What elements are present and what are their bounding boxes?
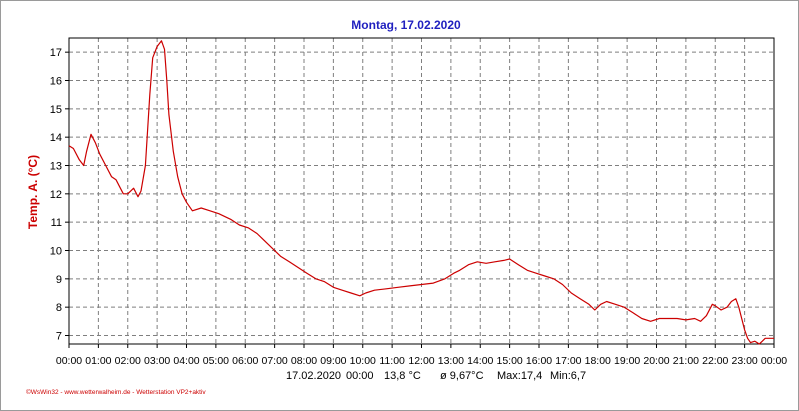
x-tick-label: 06:00 — [232, 355, 258, 367]
y-tick-label: 7 — [56, 331, 62, 343]
x-tick-labels: 00:00 01:00 02:00 03:00 04:00 05:00 06:00 07:00… — [56, 344, 787, 367]
footer-date: 17.02.2020 — [286, 370, 341, 382]
y-tick-label: 11 — [51, 217, 62, 229]
x-tick-label: 19:00 — [614, 355, 640, 367]
y-tick-label: 15 — [50, 104, 62, 116]
x-tick-label: 20:00 — [643, 355, 669, 367]
footer-max: Max:17,4 — [497, 370, 542, 382]
x-tick-label: 23:00 — [731, 355, 757, 367]
y-tick-label: 12 — [50, 189, 62, 201]
x-tick-label: 11:00 — [379, 355, 405, 367]
x-tick-label: 02:00 — [115, 355, 141, 367]
x-tick-label: 01:00 — [85, 355, 111, 367]
footer-current: 13,8 °C — [384, 370, 421, 382]
footer-min: Min:6,7 — [550, 370, 586, 382]
x-tick-label: 16:00 — [526, 355, 552, 367]
y-tick-labels: 7 8 9 10 11 12 13 14 15 16 17 — [50, 47, 69, 343]
y-tick-label: 13 — [50, 161, 62, 173]
credit-text: ©WsWin32 - www.wetterwalheim.de - Wetter… — [26, 388, 206, 396]
series-line-temperature — [68, 40, 774, 345]
x-tick-label: 21:00 — [673, 355, 699, 367]
x-tick-label: 00:00 — [56, 355, 82, 367]
x-tick-label: 15:00 — [496, 355, 522, 367]
y-tick-label: 9 — [56, 274, 62, 286]
x-tick-label: 17:00 — [555, 355, 581, 367]
y-tick-label: 10 — [50, 246, 62, 258]
x-tick-label: 13:00 — [438, 355, 464, 367]
x-tick-label: 03:00 — [144, 355, 170, 367]
y-tick-label: 17 — [50, 47, 62, 59]
y-axis-label: Temp. A. (°C) — [26, 155, 40, 229]
x-tick-label: 08:00 — [291, 355, 317, 367]
grid-lines — [69, 38, 774, 344]
y-tick-label: 8 — [56, 302, 62, 314]
x-tick-label: 05:00 — [203, 355, 229, 367]
x-tick-label: 12:00 — [408, 355, 434, 367]
chart-title: Montag, 17.02.2020 — [351, 18, 461, 32]
footer-summary: 17.02.2020 00:00 13,8 °C ø 9,67°C Max:17… — [286, 370, 586, 382]
x-tick-label: 04:00 — [173, 355, 199, 367]
x-tick-label: 14:00 — [467, 355, 493, 367]
y-tick-label: 14 — [50, 132, 62, 144]
x-tick-label: 22:00 — [702, 355, 728, 367]
footer-average: ø 9,67°C — [440, 370, 484, 382]
x-tick-label: 10:00 — [350, 355, 376, 367]
x-tick-label: 07:00 — [261, 355, 287, 367]
plot-area-border — [68, 37, 775, 345]
footer-time: 00:00 — [346, 370, 374, 382]
x-tick-label: 18:00 — [585, 355, 611, 367]
x-tick-label: 09:00 — [320, 355, 346, 367]
y-tick-label: 16 — [50, 76, 62, 88]
x-tick-label: 00:00 — [761, 355, 787, 367]
